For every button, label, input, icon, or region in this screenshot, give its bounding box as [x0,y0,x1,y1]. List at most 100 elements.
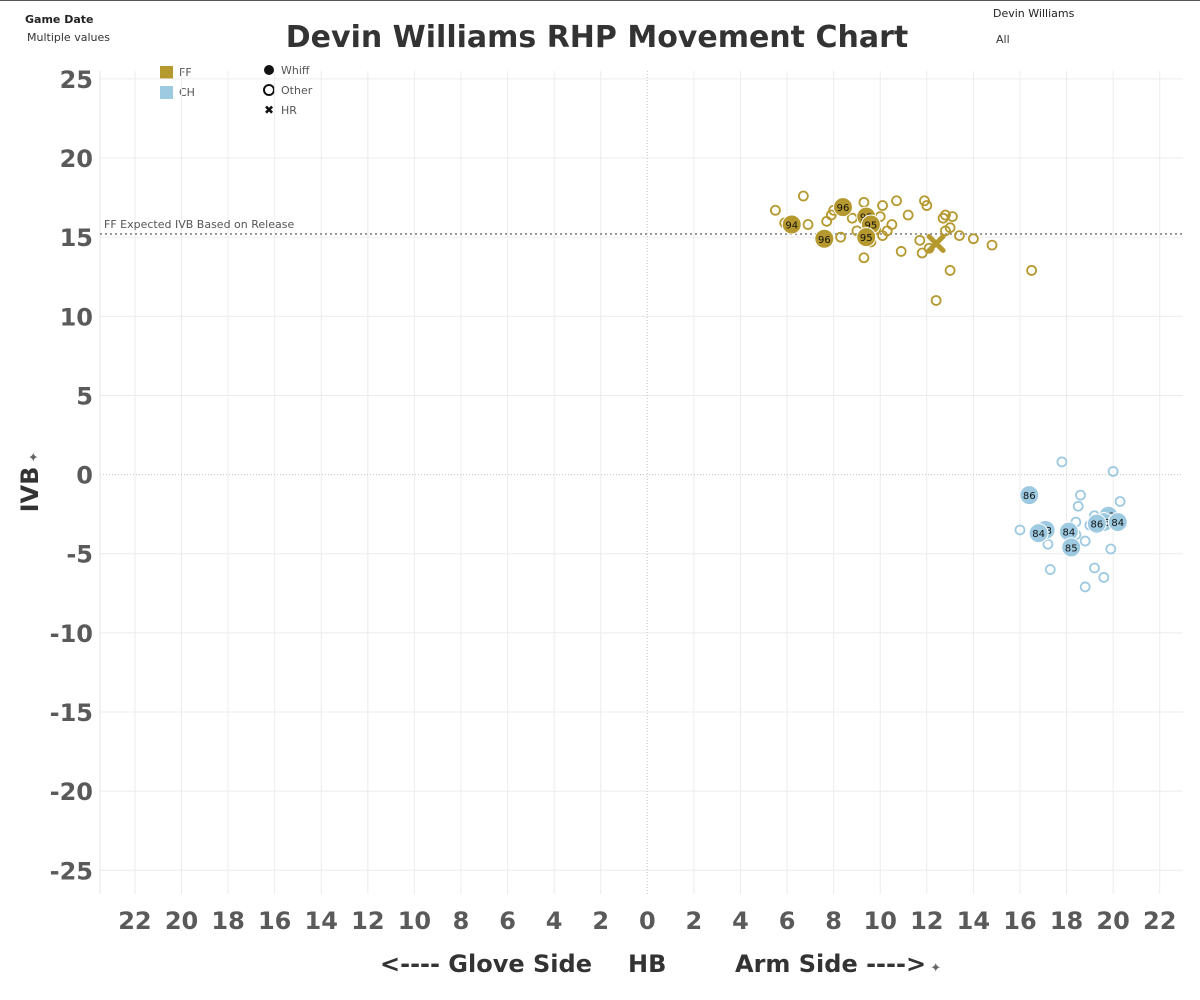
x-tick-label: 4 [546,907,563,935]
legend-label-other: Other [281,83,313,97]
x-tick-label: 16 [1003,907,1036,935]
data-point-ff [944,222,956,234]
x-tick-label: 0 [639,907,656,935]
data-point-ch [1079,535,1091,547]
data-point-ch [1044,564,1056,575]
legend-item-ff[interactable]: FF [160,62,195,82]
y-tick-label: -5 [66,541,93,569]
pitch-type-legend: FF CH [160,62,195,102]
y-tick-label: -10 [50,620,93,648]
whiff-point-ch [1061,537,1082,558]
data-point-ff [858,252,870,264]
data-point-ff [895,246,907,257]
y-axis-title: IVB [16,466,44,513]
data-point-ff [954,230,965,242]
data-point-ff [902,209,914,221]
legend-label-whiff: Whiff [281,63,310,77]
game-date-filter-value[interactable]: Multiple values [27,31,110,44]
x-tick-label: 10 [398,907,431,935]
data-point-ff [802,219,814,230]
data-point-ch [1105,543,1117,555]
pin-icon[interactable]: ✦ [926,961,942,976]
x-tick-label: 8 [453,907,470,935]
data-point-ff [967,233,979,245]
x-axis-title: HB [628,950,667,978]
velocity-label: 94 [785,221,798,232]
data-point-ch [1075,489,1086,501]
x-tick-label: 14 [957,907,990,935]
x-mark-icon: ✖ [263,103,275,117]
reference-line-label: FF Expected IVB Based on Release [104,218,294,231]
data-point-ff [877,200,888,211]
pitcher-filter-title: Devin Williams [993,7,1075,20]
data-point-ch [1107,466,1119,477]
velocity-label: 84 [1063,528,1076,539]
x-tick-label: 16 [258,907,291,935]
ch-color-swatch [160,85,173,99]
y-tick-label: 5 [76,382,93,410]
data-point-ch [1056,456,1068,468]
data-point-ff [797,190,809,202]
x-tick-label: 18 [1050,907,1083,935]
legend-item-other[interactable]: Other [262,80,312,100]
y-tick-label: 15 [60,224,93,252]
whiff-point-ff [781,214,802,235]
data-point-ff [914,234,926,246]
x-tick-label: 2 [592,907,609,935]
legend-item-whiff[interactable]: Whiff [262,60,312,80]
velocity-label: 95 [865,221,878,232]
legend-label-ch: CH [179,85,195,99]
x-tick-label: 10 [864,907,897,935]
velocity-label: 96 [818,235,831,246]
data-point-ff [835,231,847,243]
y-tick-label: 20 [60,145,93,173]
velocity-label: 85 [1065,543,1078,554]
data-point-ch [1042,538,1054,550]
data-point-ff [940,209,951,221]
chart-title: Devin Williams RHP Movement Chart [285,20,909,55]
legend-item-hr[interactable]: ✖ HR [262,100,312,120]
whiff-point-ch [1028,523,1049,544]
velocity-label: 86 [1023,491,1036,502]
data-point-ff [858,196,870,208]
x-tick-label: 8 [825,907,842,935]
pin-icon[interactable]: ✦ [27,451,42,467]
data-point-ch [1098,572,1110,583]
velocity-label: 96 [837,203,850,214]
velocity-label: 84 [1111,518,1124,529]
y-tick-label: -15 [50,699,93,727]
x-tick-label: 6 [499,907,516,935]
x-tick-label: 18 [211,907,244,935]
filled-circle-icon [262,65,276,75]
whiff-point-ff [814,228,835,249]
data-point-ch [1014,524,1026,536]
x-tick-label: 12 [351,907,384,935]
x-tick-label: 20 [1096,907,1129,935]
data-point-ch [1072,500,1084,512]
arm-side-label: Arm Side ----> ✦ [735,950,941,980]
outcome-legend: Whiff Other ✖ HR [262,60,312,120]
glove-side-label: <---- Glove Side [380,950,592,978]
y-tick-label: -25 [50,857,93,885]
data-point-ff [846,212,858,224]
pitcher-filter-value[interactable]: All [996,33,1010,46]
y-tick-label: 0 [76,462,93,490]
velocity-label: 84 [1032,529,1045,540]
game-date-filter-title: Game Date [25,13,94,26]
y-tick-label: 25 [60,66,93,94]
arm-side-text: Arm Side ----> [735,950,927,978]
whiff-point-ch [1107,512,1128,533]
legend-label-hr: HR [281,103,297,117]
x-tick-label: 2 [686,907,703,935]
velocity-label: 95 [860,233,873,244]
data-point-ff [944,265,956,276]
velocity-label: 86 [1090,520,1103,531]
whiff-point-ch [1019,485,1040,506]
hr-marker [926,234,946,254]
data-point-ff [1026,265,1038,276]
x-tick-label: 12 [910,907,943,935]
x-tick-label: 22 [118,907,151,935]
legend-item-ch[interactable]: CH [160,82,195,102]
data-point-ff [821,215,833,227]
top-border [0,0,1200,1]
